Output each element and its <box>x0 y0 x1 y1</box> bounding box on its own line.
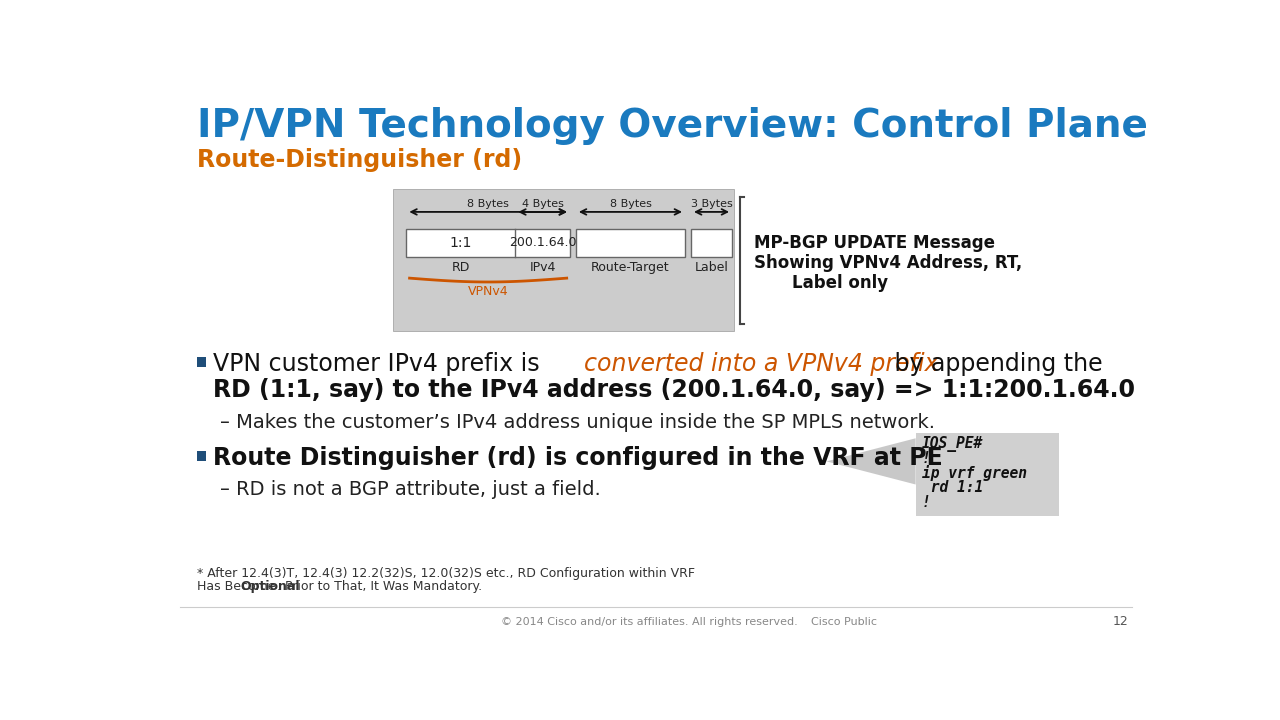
Text: Route-Target: Route-Target <box>591 261 669 274</box>
Text: converted into a VPNv4 prefix: converted into a VPNv4 prefix <box>584 351 938 376</box>
Text: – Makes the customer’s IPv4 address unique inside the SP MPLS network.: – Makes the customer’s IPv4 address uniq… <box>220 413 936 431</box>
Text: VPN customer IPv4 prefix is: VPN customer IPv4 prefix is <box>212 351 547 376</box>
Text: RD (1:1, say) to the IPv4 address (200.1.64.0, say) => 1:1:200.1.64.0: RD (1:1, say) to the IPv4 address (200.1… <box>212 378 1134 402</box>
Text: 4 Bytes: 4 Bytes <box>522 199 563 210</box>
FancyBboxPatch shape <box>197 356 206 367</box>
Text: Route-Distinguisher (rd): Route-Distinguisher (rd) <box>197 148 522 171</box>
FancyBboxPatch shape <box>197 451 206 462</box>
Text: !: ! <box>922 495 931 510</box>
Text: 200.1.64.0: 200.1.64.0 <box>509 236 576 249</box>
Text: !: ! <box>922 451 931 466</box>
Text: * After 12.4(3)T, 12.4(3) 12.2(32)S, 12.0(32)S etc., RD Configuration within VRF: * After 12.4(3)T, 12.4(3) 12.2(32)S, 12.… <box>197 567 695 580</box>
FancyBboxPatch shape <box>393 189 733 331</box>
Text: by appending the: by appending the <box>887 351 1103 376</box>
FancyBboxPatch shape <box>691 229 732 256</box>
Text: IOS_PE#: IOS_PE# <box>922 436 983 451</box>
Text: 12: 12 <box>1114 615 1129 628</box>
Text: 8 Bytes: 8 Bytes <box>609 199 652 210</box>
FancyBboxPatch shape <box>576 229 685 256</box>
Text: Label: Label <box>695 261 728 274</box>
Text: Route Distinguisher (rd) is configured in the VRF at PE: Route Distinguisher (rd) is configured i… <box>212 446 942 469</box>
Text: Has Become: Has Become <box>197 580 280 593</box>
FancyBboxPatch shape <box>407 229 570 256</box>
Text: 8 Bytes: 8 Bytes <box>467 199 509 210</box>
Text: ip vrf green: ip vrf green <box>922 465 1027 481</box>
Text: Cisco Public: Cisco Public <box>812 616 877 626</box>
Text: © 2014 Cisco and/or its affiliates. All rights reserved.: © 2014 Cisco and/or its affiliates. All … <box>500 616 797 626</box>
Text: 3 Bytes: 3 Bytes <box>691 199 732 210</box>
Text: Showing VPNv4 Address, RT,: Showing VPNv4 Address, RT, <box>754 254 1021 272</box>
Text: . Prior to That, It Was Mandatory.: . Prior to That, It Was Mandatory. <box>276 580 483 593</box>
Text: RD: RD <box>452 261 470 274</box>
Text: IPv4: IPv4 <box>530 261 556 274</box>
Text: IP/VPN Technology Overview: Control Plane: IP/VPN Technology Overview: Control Plan… <box>197 107 1148 145</box>
Text: 1:1: 1:1 <box>449 235 472 250</box>
Polygon shape <box>827 438 915 485</box>
Text: Label only: Label only <box>792 274 888 292</box>
Text: – RD is not a BGP attribute, just a field.: – RD is not a BGP attribute, just a fiel… <box>220 480 602 500</box>
Text: rd 1:1: rd 1:1 <box>922 480 983 495</box>
Text: VPNv4: VPNv4 <box>467 286 508 299</box>
Text: Optional: Optional <box>241 580 300 593</box>
FancyBboxPatch shape <box>915 433 1059 516</box>
Text: MP-BGP UPDATE Message: MP-BGP UPDATE Message <box>754 234 995 252</box>
